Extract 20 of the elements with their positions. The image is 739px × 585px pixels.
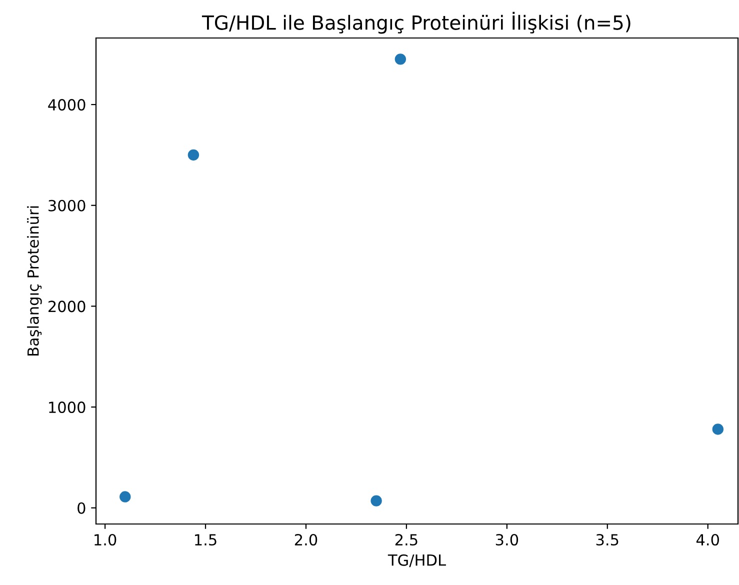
y-axis-title: Başlangıç Proteinüri xyxy=(27,206,42,356)
x-tick-label: 3.0 xyxy=(496,534,518,546)
point xyxy=(188,149,200,161)
x-tick-label: 1.0 xyxy=(94,534,116,546)
x-tick-label: 3.5 xyxy=(596,534,618,546)
x-tick-label: 2.5 xyxy=(395,534,418,546)
point xyxy=(120,491,131,502)
point xyxy=(394,54,406,65)
chart-title: TG/HDL ile Başlangıç Proteinüri İlişkisi (n=5) xyxy=(202,12,630,34)
y-tick-label: 2000 xyxy=(48,300,86,312)
point xyxy=(370,495,382,506)
y-tick-label: 0 xyxy=(78,502,86,514)
x-tick-label: 1.5 xyxy=(195,534,216,546)
y-tick-label: 4000 xyxy=(48,99,86,111)
x-tick-label: 4.0 xyxy=(696,534,719,546)
y-tick-label: 3000 xyxy=(48,200,86,212)
y-tick-label: 1000 xyxy=(49,402,86,414)
x-tick-label: 2.0 xyxy=(294,534,318,546)
x-axis-title: TG/HDL xyxy=(388,554,446,568)
point xyxy=(712,424,724,435)
